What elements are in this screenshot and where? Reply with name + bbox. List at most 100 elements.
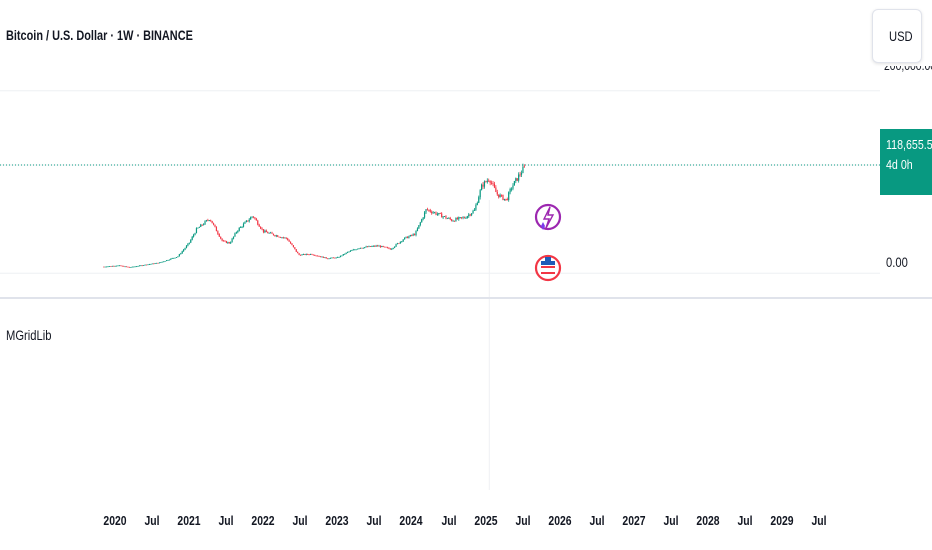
candle-body bbox=[468, 214, 470, 217]
candle bbox=[376, 244, 379, 247]
candle-body bbox=[406, 236, 409, 239]
candle-body bbox=[171, 258, 173, 259]
candle-body bbox=[195, 228, 198, 234]
candle bbox=[160, 262, 162, 264]
candle-body bbox=[218, 233, 220, 237]
candle bbox=[158, 262, 160, 264]
candle bbox=[174, 257, 176, 259]
candle-body bbox=[481, 184, 483, 191]
candle bbox=[231, 237, 233, 243]
candle-body bbox=[483, 181, 486, 187]
candle bbox=[173, 257, 175, 259]
candle bbox=[157, 262, 159, 264]
x-tick-label: 2025 bbox=[474, 513, 498, 528]
price-scale-top-label: 200,000.00 bbox=[884, 66, 932, 75]
candle bbox=[463, 216, 466, 219]
candle bbox=[385, 246, 387, 248]
candle-body bbox=[140, 265, 142, 267]
candle bbox=[334, 257, 336, 259]
candle bbox=[365, 245, 367, 248]
candle bbox=[163, 261, 165, 263]
candle-body bbox=[348, 251, 350, 253]
lightning-bolt-icon[interactable] bbox=[534, 203, 562, 231]
candle-body bbox=[311, 254, 313, 255]
candle bbox=[165, 260, 168, 262]
us-flag-icon[interactable] bbox=[534, 254, 562, 282]
candle-body bbox=[495, 187, 497, 193]
candle-body bbox=[439, 213, 441, 214]
candle bbox=[214, 224, 216, 228]
candle bbox=[244, 221, 246, 224]
candle bbox=[429, 208, 431, 213]
candle bbox=[234, 232, 236, 237]
candle bbox=[167, 259, 169, 261]
candle-body bbox=[431, 211, 433, 214]
candle-body bbox=[241, 226, 243, 228]
candle-body bbox=[448, 217, 450, 219]
candle bbox=[425, 209, 427, 215]
candle bbox=[201, 224, 203, 227]
candle-body bbox=[163, 261, 165, 263]
candle-body bbox=[220, 236, 222, 239]
candle-body bbox=[391, 248, 393, 250]
candle bbox=[287, 237, 289, 241]
candle-body bbox=[264, 230, 266, 233]
candle-body bbox=[461, 217, 463, 219]
candle bbox=[478, 195, 480, 204]
candle bbox=[352, 248, 354, 251]
candle-body bbox=[325, 257, 327, 259]
currency-button[interactable]: USD bbox=[872, 9, 922, 63]
candle bbox=[472, 209, 474, 214]
candle bbox=[155, 262, 158, 264]
candle-body bbox=[486, 180, 488, 182]
candle bbox=[148, 263, 151, 265]
candle-body bbox=[150, 263, 152, 265]
candle-body bbox=[205, 220, 208, 222]
candle bbox=[187, 243, 189, 247]
candle-body bbox=[118, 265, 121, 267]
candle bbox=[208, 219, 210, 222]
candle bbox=[371, 245, 373, 248]
candle bbox=[381, 245, 383, 248]
candle bbox=[324, 257, 326, 259]
candle bbox=[439, 212, 441, 214]
candle bbox=[123, 265, 125, 267]
candle bbox=[250, 216, 252, 220]
candle bbox=[178, 253, 180, 257]
candle bbox=[375, 244, 377, 247]
candle-body bbox=[441, 213, 443, 218]
candle-body bbox=[364, 247, 366, 248]
candle bbox=[197, 227, 199, 229]
candle-body bbox=[153, 263, 155, 265]
candle bbox=[401, 241, 403, 243]
candle bbox=[366, 245, 369, 248]
candle bbox=[215, 226, 218, 232]
candle-body bbox=[231, 238, 233, 243]
candle-body bbox=[114, 265, 116, 267]
x-tick-label: Jul bbox=[811, 513, 827, 528]
candle bbox=[458, 216, 460, 221]
candle bbox=[342, 253, 344, 256]
x-tick-label: 2028 bbox=[696, 513, 720, 528]
candle-body bbox=[148, 264, 151, 265]
candle-body bbox=[405, 236, 407, 238]
candle bbox=[344, 253, 346, 255]
candle-body bbox=[379, 245, 381, 248]
candle bbox=[204, 220, 206, 225]
candle bbox=[104, 266, 106, 268]
candle-body bbox=[207, 220, 209, 222]
candle-body bbox=[168, 259, 170, 261]
candle bbox=[374, 245, 376, 247]
candle-body bbox=[234, 233, 236, 237]
candle-body bbox=[108, 266, 111, 267]
pane-separator[interactable] bbox=[0, 297, 932, 299]
candle-body bbox=[128, 266, 131, 268]
candle-body bbox=[490, 182, 493, 184]
candle-body bbox=[230, 242, 232, 244]
candle bbox=[211, 220, 213, 224]
candle-body bbox=[442, 216, 444, 218]
candle bbox=[191, 235, 193, 241]
candle-body bbox=[232, 236, 235, 239]
candle-body bbox=[277, 235, 279, 237]
